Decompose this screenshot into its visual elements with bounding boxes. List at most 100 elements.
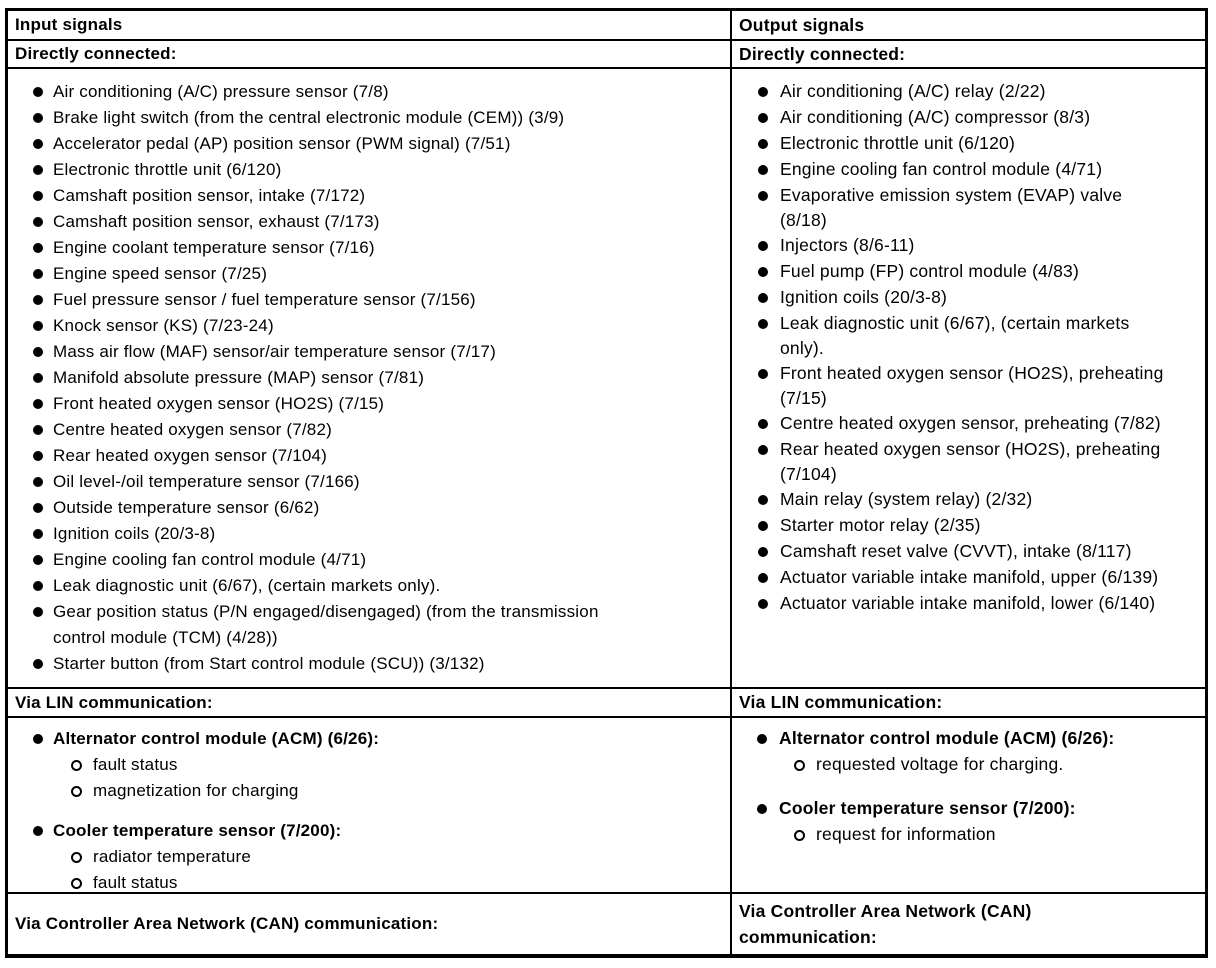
circle-bullet-icon bbox=[794, 822, 816, 848]
list-item: Fuel pressure sensor / fuel temperature … bbox=[33, 287, 730, 313]
list-item: Brake light switch (from the central ele… bbox=[33, 105, 730, 131]
list-item-label: Front heated oxygen sensor (HO2S), prehe… bbox=[780, 363, 1164, 408]
sub-list-item-label: fault status bbox=[93, 873, 178, 892]
input-lin-label: Via LIN communication: bbox=[15, 692, 213, 712]
bullet-icon bbox=[758, 411, 780, 437]
bullet-icon bbox=[758, 311, 780, 337]
bullet-icon bbox=[757, 796, 779, 822]
list-item-label: Centre heated oxygen sensor, preheating … bbox=[780, 413, 1161, 433]
sub-list-item: requested voltage for charging. bbox=[794, 752, 1205, 778]
list-item-label: Starter motor relay (2/35) bbox=[780, 515, 981, 535]
bullet-icon bbox=[758, 565, 780, 591]
bullet-icon bbox=[758, 233, 780, 259]
lin-group-label: Alternator control module (ACM) (6/26): bbox=[779, 728, 1115, 748]
list-item: Front heated oxygen sensor (HO2S) (7/15) bbox=[33, 391, 730, 417]
lin-group-cooler: Cooler temperature sensor (7/200): reque… bbox=[757, 796, 1205, 848]
list-item: Engine coolant temperature sensor (7/16) bbox=[33, 235, 730, 261]
list-item: Leak diagnostic unit (6/67), (certain ma… bbox=[33, 573, 730, 599]
list-item-label: Electronic throttle unit (6/120) bbox=[53, 160, 282, 179]
list-item-label: Front heated oxygen sensor (HO2S) (7/15) bbox=[53, 394, 385, 413]
list-item-label: Fuel pressure sensor / fuel temperature … bbox=[53, 290, 476, 309]
list-item: Ignition coils (20/3-8) bbox=[758, 285, 1205, 311]
list-item-label: Engine speed sensor (7/25) bbox=[53, 264, 268, 283]
list-item: Front heated oxygen sensor (HO2S), prehe… bbox=[758, 361, 1205, 411]
bullet-icon bbox=[758, 285, 780, 311]
bullet-icon bbox=[758, 539, 780, 565]
bullet-icon bbox=[33, 183, 53, 209]
input-direct-items-list: Air conditioning (A/C) pressure sensor (… bbox=[8, 69, 730, 677]
output-direct-items-list: Air conditioning (A/C) relay (2/22) Air … bbox=[732, 69, 1205, 617]
bullet-icon bbox=[758, 591, 780, 617]
bullet-icon bbox=[33, 157, 53, 183]
list-item: Oil level-/oil temperature sensor (7/166… bbox=[33, 469, 730, 495]
list-item: Leak diagnostic unit (6/67), (certain ma… bbox=[758, 311, 1205, 361]
list-item: Accelerator pedal (AP) position sensor (… bbox=[33, 131, 730, 157]
sub-list-item-label: requested voltage for charging. bbox=[816, 754, 1064, 774]
list-item: Injectors (8/6-11) bbox=[758, 233, 1205, 259]
output-lin-label: Via LIN communication: bbox=[739, 692, 943, 712]
output-lin-header: Via LIN communication: bbox=[732, 689, 1205, 718]
bullet-icon bbox=[33, 209, 53, 235]
list-item: Electronic throttle unit (6/120) bbox=[33, 157, 730, 183]
list-item-label: Camshaft position sensor, intake (7/172) bbox=[53, 186, 366, 205]
bullet-icon bbox=[33, 391, 53, 417]
list-item-label: Actuator variable intake manifold, upper… bbox=[780, 567, 1159, 587]
list-item-label: Gear position status (P/N engaged/diseng… bbox=[53, 602, 599, 647]
sub-list-item: radiator temperature bbox=[71, 844, 730, 870]
list-item: Evaporative emission system (EVAP) valve… bbox=[758, 183, 1205, 233]
bullet-icon bbox=[33, 79, 53, 105]
list-item: Fuel pump (FP) control module (4/83) bbox=[758, 259, 1205, 285]
list-item-label: Brake light switch (from the central ele… bbox=[53, 108, 565, 127]
input-directly-connected-label: Directly connected: bbox=[15, 44, 177, 63]
list-item: Camshaft position sensor, intake (7/172) bbox=[33, 183, 730, 209]
list-item-label: Knock sensor (KS) (7/23-24) bbox=[53, 316, 274, 335]
lin-group-label: Alternator control module (ACM) (6/26): bbox=[53, 729, 380, 748]
bullet-icon bbox=[758, 105, 780, 131]
input-can-label: Via Controller Area Network (CAN) commun… bbox=[15, 914, 439, 933]
bullet-icon bbox=[758, 259, 780, 285]
circle-bullet-icon bbox=[71, 870, 93, 892]
bullet-icon bbox=[33, 287, 53, 313]
bullet-icon bbox=[33, 443, 53, 469]
list-item-label: Manifold absolute pressure (MAP) sensor … bbox=[53, 368, 425, 387]
bullet-icon bbox=[758, 183, 780, 209]
bullet-icon bbox=[33, 261, 53, 287]
input-signals-header-label: Input signals bbox=[15, 15, 123, 34]
bullet-icon bbox=[758, 513, 780, 539]
list-item-label: Outside temperature sensor (6/62) bbox=[53, 498, 320, 517]
input-can-header: Via Controller Area Network (CAN) commun… bbox=[8, 894, 732, 954]
lin-group-label: Cooler temperature sensor (7/200): bbox=[53, 821, 342, 840]
circle-bullet-icon bbox=[71, 778, 93, 804]
list-item-label: Evaporative emission system (EVAP) valve… bbox=[780, 185, 1123, 230]
list-item: Centre heated oxygen sensor (7/82) bbox=[33, 417, 730, 443]
bullet-icon bbox=[33, 339, 53, 365]
list-item-label: Rear heated oxygen sensor (HO2S), prehea… bbox=[780, 439, 1161, 484]
list-item: Ignition coils (20/3-8) bbox=[33, 521, 730, 547]
circle-bullet-icon bbox=[794, 752, 816, 778]
list-item-label: Starter button (from Start control modul… bbox=[53, 654, 485, 673]
bullet-icon bbox=[33, 105, 53, 131]
bullet-icon bbox=[33, 818, 53, 844]
list-item: Outside temperature sensor (6/62) bbox=[33, 495, 730, 521]
bullet-icon bbox=[33, 131, 53, 157]
list-item: Actuator variable intake manifold, upper… bbox=[758, 565, 1205, 591]
input-directly-connected-header: Directly connected: bbox=[8, 41, 732, 69]
list-item: Starter motor relay (2/35) bbox=[758, 513, 1205, 539]
list-item: Air conditioning (A/C) pressure sensor (… bbox=[33, 79, 730, 105]
sub-list-item-label: fault status bbox=[93, 755, 178, 774]
bullet-icon bbox=[758, 487, 780, 513]
lin-subitems: radiator temperature fault status bbox=[71, 844, 730, 892]
list-item: Main relay (system relay) (2/32) bbox=[758, 487, 1205, 513]
list-item: Actuator variable intake manifold, lower… bbox=[758, 591, 1205, 617]
output-signals-header: Output signals bbox=[732, 11, 1205, 41]
list-item-label: Engine cooling fan control module (4/71) bbox=[780, 159, 1103, 179]
bullet-icon bbox=[757, 726, 779, 752]
lin-subitems: request for information bbox=[794, 822, 1205, 848]
input-signals-header: Input signals bbox=[8, 11, 732, 41]
output-can-header: Via Controller Area Network (CAN) commun… bbox=[732, 894, 1205, 954]
sub-list-item: magnetization for charging bbox=[71, 778, 730, 804]
list-item-label: Camshaft reset valve (CVVT), intake (8/1… bbox=[780, 541, 1132, 561]
list-item-label: Oil level-/oil temperature sensor (7/166… bbox=[53, 472, 360, 491]
input-lin-header: Via LIN communication: bbox=[8, 689, 732, 718]
